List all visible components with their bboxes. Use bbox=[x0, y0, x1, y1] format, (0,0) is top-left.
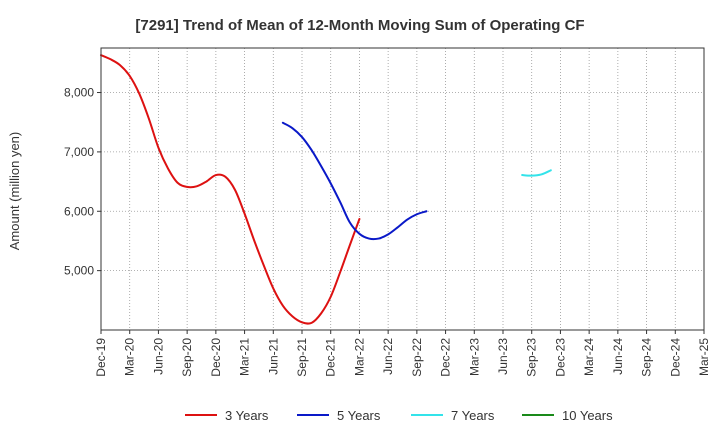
legend-label-3-years: 3 Years bbox=[225, 408, 269, 423]
plot-frame bbox=[100, 47, 705, 331]
x-tick-label: Mar-23 bbox=[467, 338, 481, 376]
x-tick-label: Jun-22 bbox=[381, 338, 395, 375]
y-axis-label: Amount (million yen) bbox=[7, 132, 22, 251]
x-tick-label: Jun-23 bbox=[496, 338, 510, 375]
x-tick-label: Sep-24 bbox=[640, 338, 654, 377]
legend: 3 Years 5 Years 7 Years 10 Years bbox=[185, 408, 613, 423]
series-line-5-years bbox=[281, 121, 428, 241]
x-tick-label: Dec-19 bbox=[94, 338, 108, 377]
series-line-3-years bbox=[100, 54, 361, 325]
x-tick-label: Dec-21 bbox=[324, 338, 338, 377]
axis-ticks: Dec-19 Mar-20 Jun-20 Sep-20 Dec-20 Mar-21 Jun-… bbox=[64, 86, 711, 377]
legend-label-10-years: 10 Years bbox=[562, 408, 613, 423]
y-tick-label: 7,000 bbox=[64, 145, 94, 159]
series-line-7-years bbox=[521, 169, 552, 177]
x-tick-label: Sep-20 bbox=[180, 338, 194, 377]
y-tick-label: 8,000 bbox=[64, 86, 94, 100]
x-tick-label: Dec-24 bbox=[668, 338, 682, 377]
y-tick-label: 6,000 bbox=[64, 204, 94, 218]
x-tick-label: Dec-23 bbox=[553, 338, 567, 377]
x-tick-label: Jun-20 bbox=[151, 338, 165, 375]
x-tick-label: Mar-21 bbox=[238, 338, 252, 376]
legend-label-5-years: 5 Years bbox=[337, 408, 381, 423]
chart-title: [7291] Trend of Mean of 12-Month Moving … bbox=[135, 17, 584, 34]
legend-label-7-years: 7 Years bbox=[451, 408, 495, 423]
series-lines bbox=[100, 54, 552, 325]
x-tick-label: Mar-20 bbox=[123, 338, 137, 376]
x-tick-label: Mar-25 bbox=[697, 338, 711, 376]
x-tick-label: Sep-23 bbox=[525, 338, 539, 377]
x-tick-label: Dec-22 bbox=[439, 338, 453, 377]
x-tick-label: Sep-21 bbox=[295, 338, 309, 377]
x-tick-label: Sep-22 bbox=[410, 338, 424, 377]
x-tick-label: Dec-20 bbox=[209, 338, 223, 377]
grid-lines bbox=[101, 48, 704, 330]
x-tick-label: Mar-24 bbox=[582, 338, 596, 376]
y-tick-label: 5,000 bbox=[64, 264, 94, 278]
x-tick-label: Mar-22 bbox=[352, 338, 366, 376]
x-tick-label: Jun-21 bbox=[266, 338, 280, 375]
x-tick-label: Jun-24 bbox=[611, 338, 625, 375]
